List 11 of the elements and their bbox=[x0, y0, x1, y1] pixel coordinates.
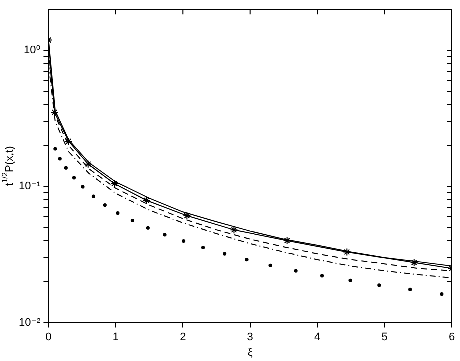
x-tick-label: 1 bbox=[112, 331, 119, 344]
x-tick-label: 6 bbox=[448, 331, 456, 344]
x-axis-title: ξ bbox=[248, 347, 253, 360]
x-tick-label: 2 bbox=[180, 331, 186, 344]
x-tick-label: 3 bbox=[247, 331, 254, 344]
y-tick-label: 10⁻² bbox=[18, 316, 42, 329]
y-tick-label: 10⁰ bbox=[24, 44, 42, 57]
y-tick-label: 10⁻¹ bbox=[18, 180, 42, 193]
x-tick-label: 0 bbox=[46, 331, 52, 344]
x-tick-label: 5 bbox=[382, 331, 388, 344]
x-tick-label: 4 bbox=[314, 331, 321, 344]
